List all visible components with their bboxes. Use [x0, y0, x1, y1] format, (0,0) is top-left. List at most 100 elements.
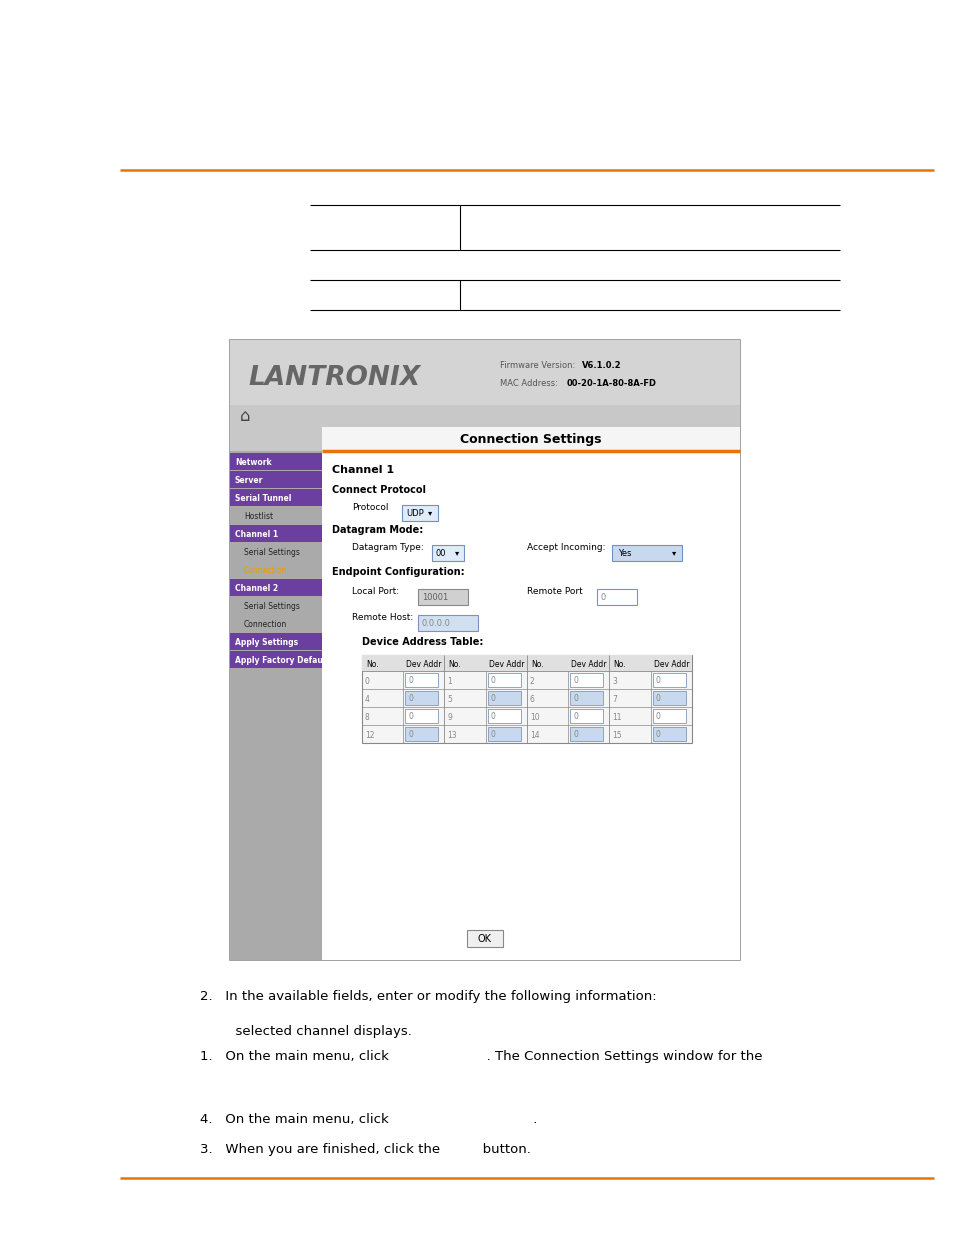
Bar — [652, 692, 685, 705]
Bar — [487, 709, 520, 722]
Text: 0: 0 — [573, 711, 578, 720]
Bar — [361, 655, 691, 671]
Text: 9: 9 — [447, 713, 452, 721]
Text: 6: 6 — [530, 694, 535, 704]
Text: 0: 0 — [408, 676, 413, 684]
Text: 0: 0 — [655, 711, 659, 720]
Text: 3.   When you are finished, click the          button.: 3. When you are finished, click the butt… — [200, 1144, 530, 1156]
Bar — [322, 451, 740, 960]
Text: No.: No. — [613, 659, 625, 668]
Text: 0: 0 — [490, 711, 496, 720]
Bar — [432, 545, 463, 561]
Text: 0: 0 — [490, 730, 496, 739]
Bar — [652, 727, 685, 741]
Text: 0: 0 — [573, 730, 578, 739]
Text: 14: 14 — [530, 730, 539, 740]
Bar — [230, 340, 740, 405]
Text: 0: 0 — [573, 694, 578, 703]
Text: Connection: Connection — [244, 620, 287, 629]
Text: OK: OK — [477, 934, 492, 944]
Bar — [417, 615, 477, 631]
Text: 5: 5 — [447, 694, 452, 704]
Bar — [405, 709, 438, 722]
Text: selected channel displays.: selected channel displays. — [210, 1025, 412, 1037]
Bar — [570, 727, 603, 741]
Bar — [597, 589, 637, 605]
Text: 0: 0 — [408, 730, 413, 739]
Text: 3: 3 — [612, 677, 617, 685]
Bar — [230, 451, 322, 960]
Bar — [405, 692, 438, 705]
Text: MAC Address:: MAC Address: — [499, 378, 562, 388]
Text: No.: No. — [531, 659, 543, 668]
Bar — [487, 727, 520, 741]
Text: 00: 00 — [436, 548, 446, 557]
Text: 0: 0 — [490, 694, 496, 703]
Bar — [417, 589, 468, 605]
Text: Remote Port: Remote Port — [526, 587, 582, 597]
Bar — [230, 489, 322, 506]
Bar — [230, 579, 322, 597]
Bar — [652, 709, 685, 722]
Bar — [652, 673, 685, 687]
Text: 00-20-1A-80-8A-FD: 00-20-1A-80-8A-FD — [566, 378, 657, 388]
Text: Device Address Table:: Device Address Table: — [361, 637, 483, 647]
Bar — [361, 655, 691, 743]
Text: Serial Settings: Serial Settings — [244, 601, 299, 610]
Text: 0: 0 — [408, 694, 413, 703]
Bar — [230, 651, 322, 668]
Text: 4: 4 — [365, 694, 370, 704]
Text: Serial Tunnel: Serial Tunnel — [234, 494, 291, 503]
Text: Protocol: Protocol — [352, 503, 388, 513]
Text: 1: 1 — [447, 677, 452, 685]
Bar — [401, 505, 437, 521]
Bar — [322, 427, 740, 451]
Text: Connection: Connection — [244, 566, 287, 574]
Text: Dev Addr: Dev Addr — [406, 659, 441, 668]
Bar — [230, 427, 322, 451]
Text: Connection Settings: Connection Settings — [459, 432, 601, 446]
Text: Network: Network — [234, 457, 272, 467]
Text: Dev Addr: Dev Addr — [571, 659, 606, 668]
Text: V6.1.0.2: V6.1.0.2 — [581, 361, 621, 369]
Text: 0: 0 — [600, 593, 605, 601]
Text: No.: No. — [366, 659, 378, 668]
Text: 10001: 10001 — [421, 593, 448, 601]
Text: 0: 0 — [655, 694, 659, 703]
Text: Connect Protocol: Connect Protocol — [332, 485, 426, 495]
Bar — [230, 525, 322, 542]
Text: 0: 0 — [365, 677, 370, 685]
Text: Serial Settings: Serial Settings — [244, 547, 299, 557]
Bar — [487, 673, 520, 687]
Text: 2: 2 — [530, 677, 535, 685]
Text: 0: 0 — [655, 676, 659, 684]
Text: Channel 2: Channel 2 — [234, 583, 278, 593]
Text: 0.0.0.0: 0.0.0.0 — [421, 619, 451, 627]
Text: Apply Settings: Apply Settings — [234, 637, 297, 646]
Text: 0: 0 — [408, 711, 413, 720]
Text: Hostlist: Hostlist — [244, 511, 273, 520]
Text: 13: 13 — [447, 730, 456, 740]
Text: ⌂: ⌂ — [240, 408, 251, 425]
Text: 2.   In the available fields, enter or modify the following information:: 2. In the available fields, enter or mod… — [200, 990, 656, 1003]
Text: No.: No. — [448, 659, 460, 668]
Text: Channel 1: Channel 1 — [234, 530, 278, 538]
Text: Accept Incoming:: Accept Incoming: — [526, 543, 605, 552]
Bar — [230, 453, 322, 471]
Bar — [570, 673, 603, 687]
Text: 7: 7 — [612, 694, 617, 704]
Text: UDP: UDP — [406, 509, 423, 517]
Text: Local Port:: Local Port: — [352, 587, 398, 597]
Text: ▾: ▾ — [455, 548, 458, 557]
Text: Firmware Version:: Firmware Version: — [499, 361, 579, 369]
Text: 4.   On the main menu, click                                  .: 4. On the main menu, click . — [200, 1113, 537, 1126]
Bar — [230, 340, 740, 960]
Text: Dev Addr: Dev Addr — [488, 659, 524, 668]
Bar — [230, 405, 740, 427]
Text: 0: 0 — [573, 676, 578, 684]
Text: Datagram Mode:: Datagram Mode: — [332, 525, 423, 535]
Text: Datagram Type:: Datagram Type: — [352, 543, 423, 552]
Text: 12: 12 — [365, 730, 375, 740]
Text: Server: Server — [234, 475, 263, 484]
Text: LANTRONIX: LANTRONIX — [248, 366, 420, 391]
